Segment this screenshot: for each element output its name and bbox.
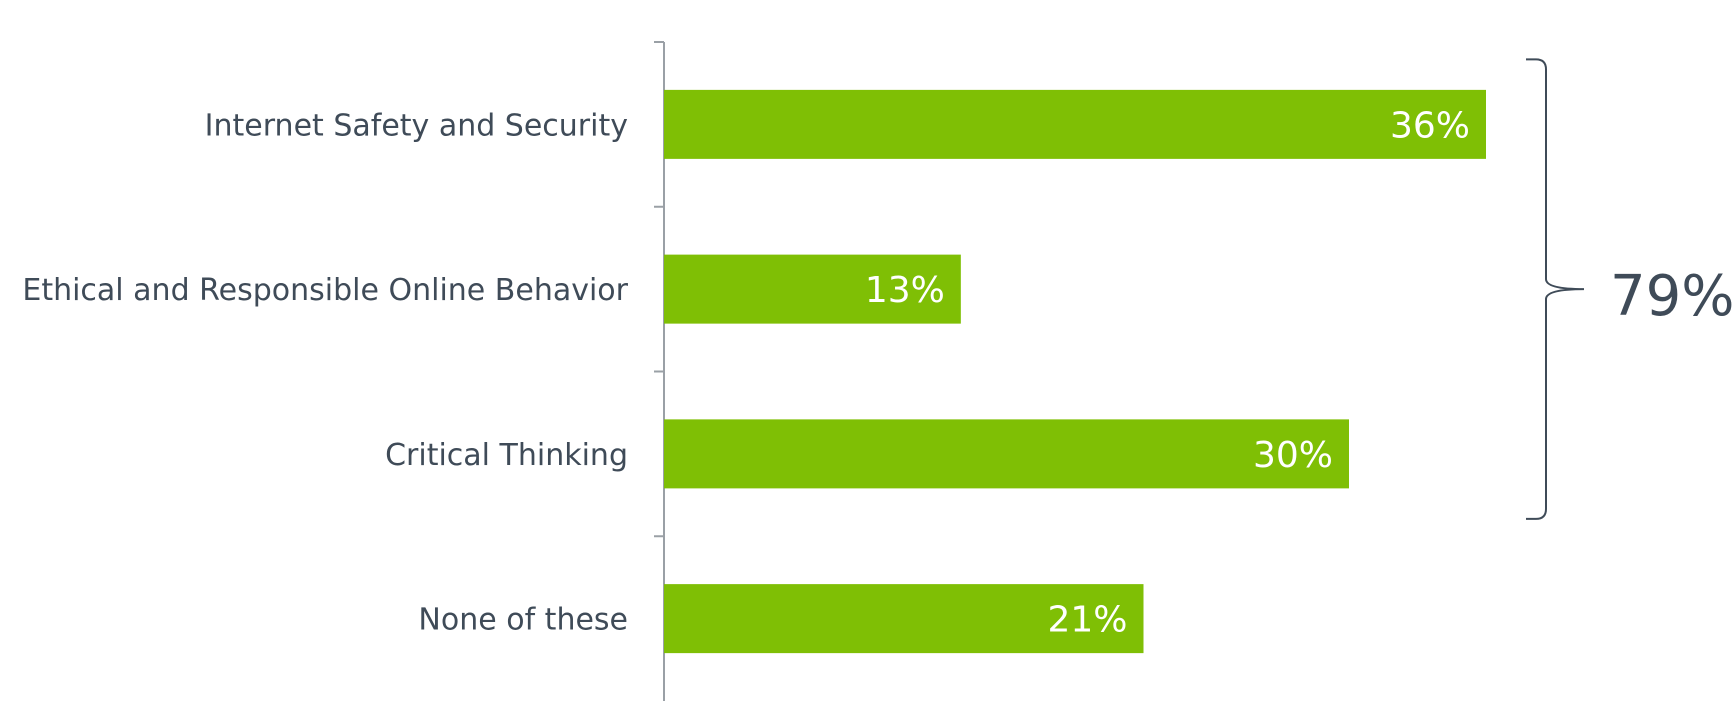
category-label: Critical Thinking bbox=[385, 438, 628, 473]
category-label: Ethical and Responsible Online Behavior bbox=[22, 273, 628, 308]
bar-value-label: 13% bbox=[865, 270, 945, 311]
bracket-brace bbox=[1526, 58, 1585, 520]
bar-value-label: 36% bbox=[1390, 105, 1470, 146]
bar-value-label: 21% bbox=[1047, 600, 1127, 641]
bar bbox=[664, 254, 961, 324]
bar bbox=[664, 89, 1486, 159]
bar-value-label: 30% bbox=[1253, 435, 1333, 476]
bar bbox=[664, 584, 1144, 654]
bar bbox=[664, 419, 1349, 489]
bracket-total-label: 79% bbox=[1610, 264, 1732, 329]
category-label: Internet Safety and Security bbox=[205, 108, 628, 143]
category-label: None of these bbox=[418, 603, 628, 638]
